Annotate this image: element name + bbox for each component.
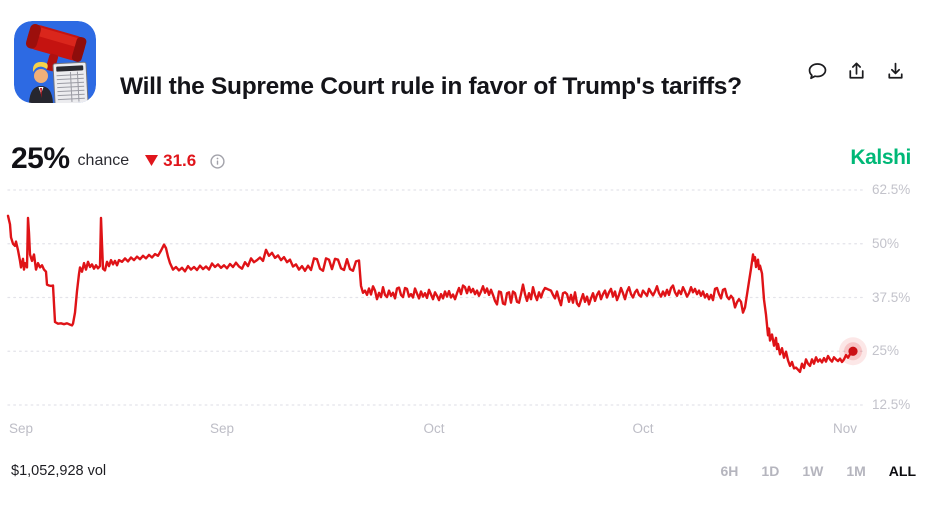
x-axis-label: Oct bbox=[423, 421, 445, 436]
y-axis-label: 25% bbox=[872, 343, 900, 359]
market-thumbnail bbox=[14, 21, 96, 103]
download-button[interactable] bbox=[883, 59, 907, 83]
chance-label: chance bbox=[77, 152, 130, 169]
range-button-1d[interactable]: 1D bbox=[761, 463, 780, 479]
range-button-6h[interactable]: 6H bbox=[720, 463, 739, 479]
y-axis-label: 37.5% bbox=[872, 289, 911, 305]
price-line bbox=[6, 214, 855, 374]
last-price-dot bbox=[848, 346, 858, 356]
price-summary: 25% chance 31.6 bbox=[11, 140, 225, 178]
comment-button[interactable] bbox=[805, 59, 829, 83]
x-axis-label: Sep bbox=[209, 421, 235, 436]
info-button[interactable] bbox=[210, 154, 225, 169]
down-arrow-icon bbox=[145, 155, 159, 166]
header-actions bbox=[805, 59, 907, 83]
change-amount: 31.6 bbox=[163, 150, 197, 170]
x-axis-label: Sep bbox=[8, 421, 34, 436]
share-icon bbox=[848, 61, 864, 79]
y-axis-label: 50% bbox=[872, 235, 900, 251]
price-change: 31.6 bbox=[145, 151, 196, 171]
y-axis-label: 62.5% bbox=[872, 182, 911, 197]
info-icon bbox=[210, 154, 225, 169]
comment-icon bbox=[808, 62, 826, 79]
volume-label: $1,052,928 vol bbox=[11, 463, 107, 479]
kalshi-logo: Kalshi bbox=[850, 146, 911, 169]
range-button-1m[interactable]: 1M bbox=[846, 463, 866, 479]
gavel-tariff-illustration bbox=[14, 21, 96, 103]
y-axis-label: 12.5% bbox=[872, 397, 911, 412]
time-range-selector: 6H 1D 1W 1M ALL bbox=[720, 461, 917, 481]
range-button-1w[interactable]: 1W bbox=[802, 463, 824, 479]
x-axis-label: Nov bbox=[832, 421, 857, 436]
range-button-all[interactable]: ALL bbox=[888, 463, 916, 479]
page-title: Will the Supreme Court rule in favor of … bbox=[120, 73, 742, 101]
share-button[interactable] bbox=[844, 59, 868, 83]
download-icon bbox=[887, 62, 903, 79]
x-axis-label: Oct bbox=[632, 421, 654, 436]
chance-value: 25% bbox=[11, 142, 70, 175]
